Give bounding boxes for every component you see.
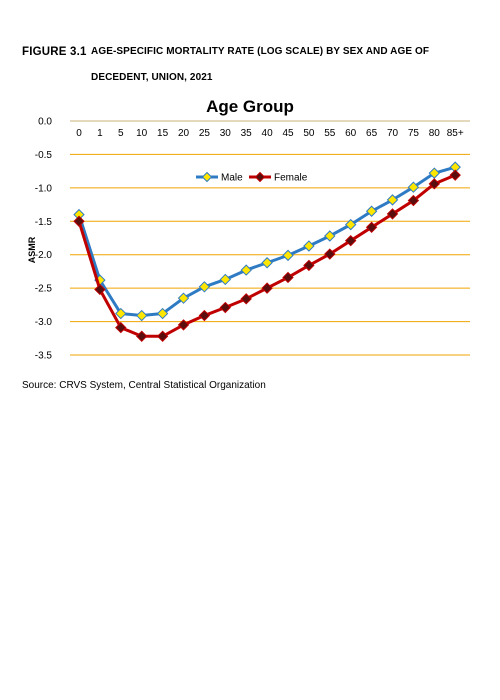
figure-number: FIGURE 3.1 [22, 46, 87, 58]
x-tick-label: 40 [262, 128, 274, 139]
figure-title: AGE-SPECIFIC MORTALITY RATE (LOG SCALE) … [91, 46, 430, 83]
x-tick-label: 45 [282, 128, 294, 139]
chart-title: Age Group [206, 97, 294, 116]
y-tick-label: -1.0 [35, 183, 53, 194]
x-tick-label: 60 [345, 128, 357, 139]
female-series-line [77, 173, 456, 338]
female-data-point [303, 259, 315, 272]
x-tick-labels: 0 1 5 10 15 20 25 30 35 40 45 50 55 60 65 70 75 80 85+ [76, 128, 464, 139]
female-data-point [365, 221, 378, 234]
series-lines [73, 161, 461, 342]
y-tick-label: -1.5 [35, 217, 53, 228]
female-data-point [282, 271, 294, 284]
x-tick-label: 10 [136, 128, 148, 139]
x-tick-label: 5 [118, 128, 124, 139]
legend: Male Female [196, 171, 308, 184]
y-tick-label: -3.5 [35, 351, 53, 362]
x-tick-label: 55 [324, 128, 336, 139]
male-data-point [261, 257, 273, 269]
y-tick-label: -2.0 [35, 250, 53, 261]
y-axis-label: ASMR [27, 236, 37, 263]
female-legend-label: Female [274, 173, 308, 184]
female-data-point [198, 309, 211, 322]
male-data-point [303, 240, 315, 252]
male-data-point [407, 181, 420, 193]
x-tick-label: 15 [157, 128, 169, 139]
female-data-point [324, 248, 336, 260]
male-data-point [386, 194, 399, 206]
mortality-line-chart: Age Group ASMR 0.0 -0.5 -1.0 -1.5 -2.0 -2.5 -3… [27, 97, 470, 362]
female-data-point [177, 319, 190, 331]
female-data-point [386, 208, 399, 220]
female-data-point [94, 283, 106, 296]
female-data-point [407, 194, 420, 207]
y-tick-label: -3.0 [35, 317, 53, 328]
female-data-point [73, 215, 85, 227]
female-data-point [261, 282, 273, 294]
female-data-point [449, 169, 461, 181]
male-data-point [282, 249, 294, 262]
female-data-point [156, 330, 169, 342]
x-tick-label: 1 [97, 128, 103, 139]
female-data-point [240, 293, 252, 305]
x-tick-label: 20 [178, 128, 190, 139]
male-data-point [344, 218, 357, 231]
male-data-point [115, 307, 127, 320]
female-data-point [428, 178, 441, 190]
female-data-point [115, 321, 127, 334]
x-tick-label: 70 [387, 128, 399, 139]
x-tick-label: 65 [366, 128, 378, 139]
x-tick-label: 85+ [447, 128, 464, 139]
y-tick-label: 0.0 [38, 117, 52, 128]
male-data-point [324, 230, 336, 242]
y-tick-labels: 0.0 -0.5 -1.0 -1.5 -2.0 -2.5 -3.0 -3.5 [35, 117, 53, 362]
x-tick-label: 75 [408, 128, 420, 139]
x-tick-label: 0 [76, 128, 82, 139]
male-data-point [135, 309, 148, 322]
male-data-point [198, 281, 211, 293]
male-legend-label: Male [221, 173, 243, 184]
x-tick-label: 35 [241, 128, 253, 139]
x-tick-label: 50 [303, 128, 315, 139]
male-data-point [219, 273, 232, 286]
male-data-point [177, 292, 190, 304]
male-data-point [365, 205, 378, 217]
female-data-point [344, 234, 357, 247]
gridlines [70, 120, 470, 356]
female-legend-marker [254, 171, 266, 183]
male-legend-marker [201, 171, 213, 183]
y-tick-label: -2.5 [35, 284, 53, 295]
x-tick-label: 25 [199, 128, 211, 139]
source-note: Source: CRVS System, Central Statistical… [22, 380, 266, 391]
y-tick-label: -0.5 [35, 150, 53, 161]
x-tick-label: 80 [429, 128, 441, 139]
male-data-point [156, 307, 169, 320]
female-data-point [135, 330, 148, 342]
male-data-point [240, 264, 252, 276]
female-data-point [219, 301, 232, 314]
x-tick-label: 30 [220, 128, 232, 139]
